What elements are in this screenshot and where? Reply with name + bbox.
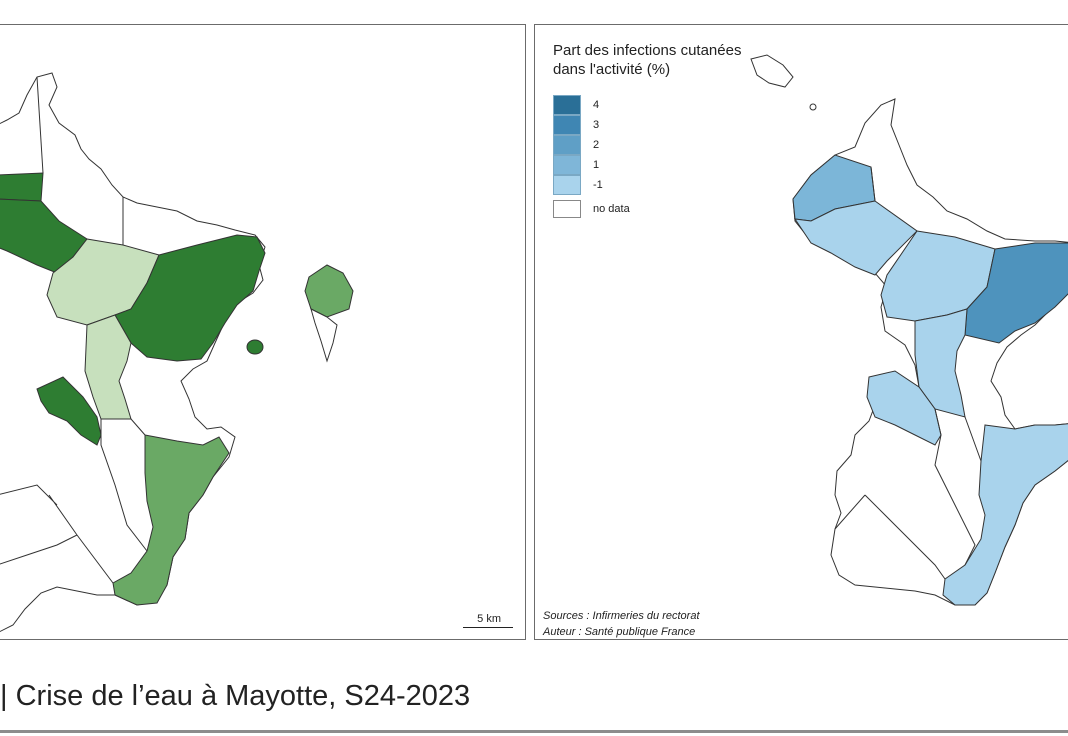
legend-item-2: 2: [553, 135, 630, 155]
legend-item-neg1: -1: [553, 175, 630, 195]
legend-item-4: 4: [553, 95, 630, 115]
left-map-borders: [0, 76, 148, 584]
right-map-commune-e: [964, 242, 1068, 344]
right-map-borders: [834, 166, 982, 580]
legend-label-3: 3: [593, 119, 600, 131]
right-map-panel: Part des infections cutanées dans l'acti…: [534, 24, 1068, 640]
legend-item-1: 1: [553, 155, 630, 175]
right-map-commune-s: [942, 423, 1068, 606]
left-map-islet: [246, 339, 264, 355]
legend-label-1: 1: [593, 159, 600, 171]
left-map-commune-sc: [84, 314, 132, 420]
left-map-petite-terre-tail: [310, 308, 338, 363]
left-map-commune-sw: [36, 376, 102, 446]
legend-swatch-2: [553, 135, 581, 155]
footer-divider: [0, 730, 1068, 733]
right-map-petite-terre: [750, 54, 794, 88]
left-map: [0, 72, 354, 633]
footer-title: | Crise de l’eau à Mayotte, S24-2023: [0, 680, 471, 712]
right-map-commune-sc: [914, 308, 968, 418]
legend-label-no-data: no data: [593, 203, 630, 215]
legend-swatch-neg1: [553, 175, 581, 195]
right-map-commune-w: [793, 200, 918, 276]
legend: 4 3 2 1 -1 no data: [553, 95, 630, 219]
author-line: Auteur : Santé publique France: [543, 626, 696, 638]
right-map-commune-sw: [866, 370, 942, 446]
sources-line: Sources : Infirmeries du rectorat: [543, 610, 700, 622]
left-map-commune-nw: [0, 172, 44, 202]
legend-title-line2: dans l'activité (%): [553, 61, 671, 78]
legend-item-no-data: no data: [553, 199, 630, 219]
legend-swatch-1: [553, 155, 581, 175]
legend-label-2: 2: [593, 139, 600, 151]
legend-title-line1: Part des infections cutanées: [553, 42, 742, 59]
legend-item-3: 3: [553, 115, 630, 135]
legend-swatch-4: [553, 95, 581, 115]
scale-label: 5 km: [477, 613, 501, 625]
left-map-commune-e: [114, 234, 266, 362]
right-map-islet: [809, 103, 817, 111]
right-map: [750, 54, 1068, 606]
legend-swatch-3: [553, 115, 581, 135]
left-map-commune-s: [112, 434, 230, 606]
left-map-coastline: [0, 72, 266, 633]
scale-bar: [463, 627, 513, 628]
legend-title: Part des infections cutanées dans l'acti…: [553, 41, 741, 79]
left-map-panel: 5 km: [0, 24, 526, 640]
legend-swatch-no-data: [553, 200, 581, 218]
legend-label-4: 4: [593, 99, 600, 111]
legend-label-neg1: -1: [593, 179, 603, 191]
left-map-petite-terre: [304, 264, 354, 318]
map-sources: Sources : Infirmeries du rectorat Auteur…: [543, 608, 700, 639]
